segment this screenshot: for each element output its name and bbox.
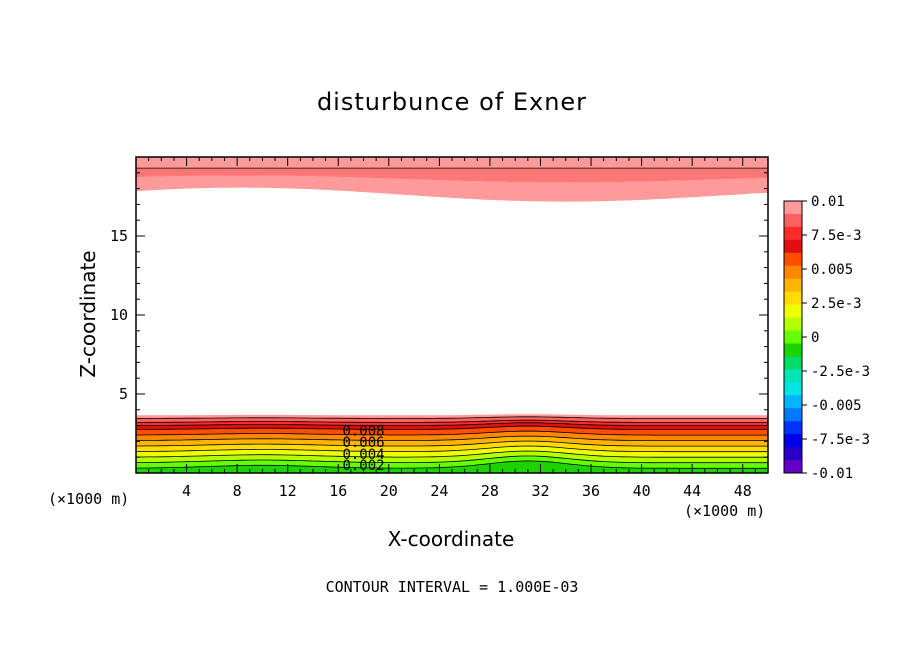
colorbar-segment: [784, 317, 802, 332]
x-tick-label: 12: [279, 482, 297, 500]
y-tick-label: 15: [110, 227, 128, 245]
contour-band-lower: [136, 456, 768, 469]
contour-band-lower: [136, 420, 768, 426]
contour-label: 0.008: [342, 423, 384, 439]
colorbar-segment: [784, 239, 802, 254]
colorbar-segment: [784, 278, 802, 293]
contour-band-lower: [136, 451, 768, 463]
contour-line: [136, 435, 768, 441]
contour-band-lower: [136, 414, 768, 419]
contour-band-lower: [136, 422, 768, 430]
contour-band-lower: [136, 436, 768, 447]
colorbar-label: -0.01: [811, 466, 853, 482]
colorbar-label: -0.005: [811, 398, 862, 414]
contour-band-lower: [136, 441, 768, 452]
colorbar-segment: [784, 447, 802, 461]
contour-band-lower: [136, 431, 768, 441]
colorbar-segment: [784, 343, 802, 357]
x-tick-label: 44: [683, 482, 701, 500]
colorbar-label: 0.01: [811, 194, 845, 210]
colorbar-segment: [784, 369, 802, 383]
colorbar-segment: [784, 356, 802, 370]
colorbar-segment: [784, 382, 802, 396]
colorbar-label: 0: [811, 330, 819, 346]
x-tick-label: 16: [329, 482, 347, 500]
contour-line: [135, 455, 768, 464]
colorbar-segment: [784, 201, 802, 215]
contour-line: [135, 460, 768, 469]
y-tick-label: 5: [119, 385, 128, 403]
colorbar-label: -2.5e-3: [811, 364, 870, 380]
colorbar-segment: [784, 330, 802, 344]
colorbar-segment: [784, 460, 802, 474]
x-tick-label: 28: [481, 482, 499, 500]
contour-band-upper: [136, 157, 768, 169]
colorbar-segment: [784, 213, 802, 228]
y-axis-label: Z-coordinate: [76, 250, 100, 378]
colorbar-segment: [784, 434, 802, 448]
x-axis-unit-left: (×1000 m): [48, 490, 130, 508]
x-axis-unit-right: (×1000 m): [684, 502, 766, 520]
contour-line: [136, 445, 768, 453]
chart-title: disturbunce of Exner: [316, 88, 588, 116]
contour-band-upper: [136, 175, 768, 202]
colorbar-segment: [784, 252, 802, 267]
x-tick-label: 24: [430, 482, 448, 500]
colorbar-label: 0.005: [811, 262, 853, 278]
colorbar-segment: [784, 408, 802, 422]
contour-line: [135, 425, 768, 430]
colorbar-segment: [784, 291, 802, 306]
contour-line: [136, 422, 768, 426]
contour-interval-footer: CONTOUR INTERVAL = 1.000E-03: [325, 578, 579, 596]
x-tick-label: 8: [233, 482, 242, 500]
contour-line: [136, 430, 768, 436]
colorbar-segment: [784, 395, 802, 409]
contour-line: [136, 450, 768, 458]
colorbar-segment: [784, 421, 802, 435]
x-tick-label: 32: [531, 482, 549, 500]
colorbar-label: -7.5e-3: [811, 432, 870, 448]
colorbar-label: 2.5e-3: [811, 296, 862, 312]
x-tick-label: 40: [633, 482, 651, 500]
colorbar-segment: [784, 304, 802, 319]
contour-line: [136, 416, 768, 419]
contour-line: [136, 419, 768, 423]
colorbar-segment: [784, 226, 802, 241]
contour-label: 0.006: [342, 435, 384, 451]
contour-line: [136, 440, 768, 447]
colorbar-segment: [784, 265, 802, 280]
contour-band-lower: [136, 460, 768, 473]
y-tick-label: 10: [110, 306, 128, 324]
x-axis-label: X-coordinate: [387, 527, 515, 551]
contour-band-upper: [136, 168, 768, 183]
x-tick-label: 36: [582, 482, 600, 500]
colorbar-label: 7.5e-3: [811, 228, 862, 244]
contour-label: 0.004: [342, 447, 384, 463]
x-tick-label: 20: [380, 482, 398, 500]
x-tick-label: 4: [182, 482, 191, 500]
x-tick-label: 48: [734, 482, 752, 500]
contour-band-lower: [136, 446, 768, 458]
contour-label: 0.002: [342, 458, 384, 474]
